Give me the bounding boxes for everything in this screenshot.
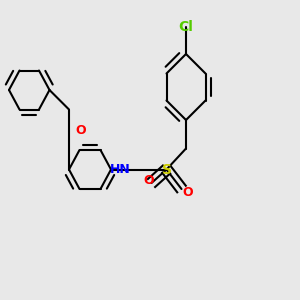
Text: O: O: [75, 124, 86, 137]
Text: O: O: [143, 173, 154, 187]
Text: S: S: [161, 163, 172, 176]
Text: HN: HN: [110, 163, 130, 176]
Text: Cl: Cl: [178, 20, 194, 34]
Text: O: O: [182, 185, 193, 199]
